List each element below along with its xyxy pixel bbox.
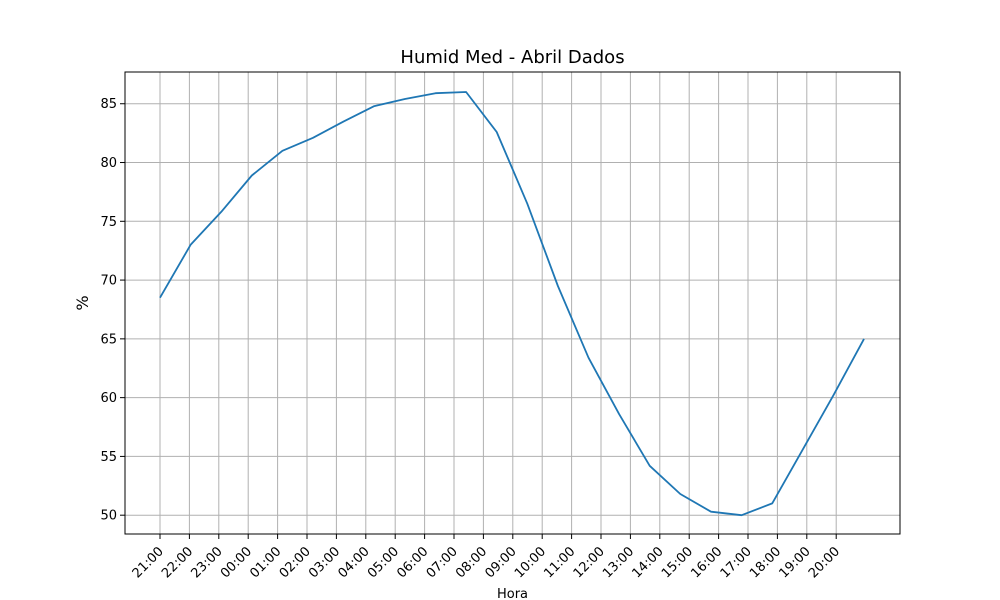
x-tick-label: 04:00 (336, 544, 373, 581)
y-tick-label: 70 (100, 274, 117, 289)
y-tick-label: 55 (100, 450, 117, 465)
x-tick-label: 21:00 (130, 544, 167, 581)
y-tick-label: 85 (100, 97, 117, 112)
y-axis-label: % (73, 295, 92, 310)
x-tick-label: 12:00 (571, 544, 608, 581)
x-tick-label: 00:00 (218, 544, 255, 581)
series-layer (159, 91, 865, 517)
x-tick-label: 16:00 (688, 544, 725, 581)
x-tick-label: 18:00 (747, 544, 784, 581)
grid-layer (125, 72, 900, 534)
x-tick-label: 22:00 (159, 544, 196, 581)
x-tick-label: 20:00 (806, 544, 843, 581)
x-tick-label: 14:00 (630, 544, 667, 581)
x-tick-label: 19:00 (777, 544, 814, 581)
x-tick-label: 05:00 (365, 544, 402, 581)
x-tick-label: 15:00 (659, 544, 696, 581)
y-tick-label: 80 (100, 156, 117, 171)
x-tick-label: 02:00 (277, 544, 314, 581)
y-tick-label: 65 (100, 332, 117, 347)
x-tick-label: 10:00 (512, 544, 549, 581)
x-tick-label: 17:00 (718, 544, 755, 581)
x-axis-label: Hora (497, 587, 528, 600)
x-tick-label: 11:00 (541, 544, 578, 581)
y-tick-label: 50 (100, 509, 117, 524)
y-tick-label: 60 (100, 391, 117, 406)
x-tick-label: 09:00 (483, 544, 520, 581)
x-tick-label: 01:00 (247, 544, 284, 581)
x-tick-label: 23:00 (189, 544, 226, 581)
x-tick-label: 08:00 (453, 544, 490, 581)
x-tick-label: 07:00 (424, 544, 461, 581)
x-tick-label: 03:00 (306, 544, 343, 581)
series-line (159, 91, 865, 517)
x-tick-label: 06:00 (394, 544, 431, 581)
x-tick-label: 13:00 (600, 544, 637, 581)
y-tick-label: 75 (100, 215, 117, 230)
chart-title: Humid Med - Abril Dados (400, 47, 624, 68)
